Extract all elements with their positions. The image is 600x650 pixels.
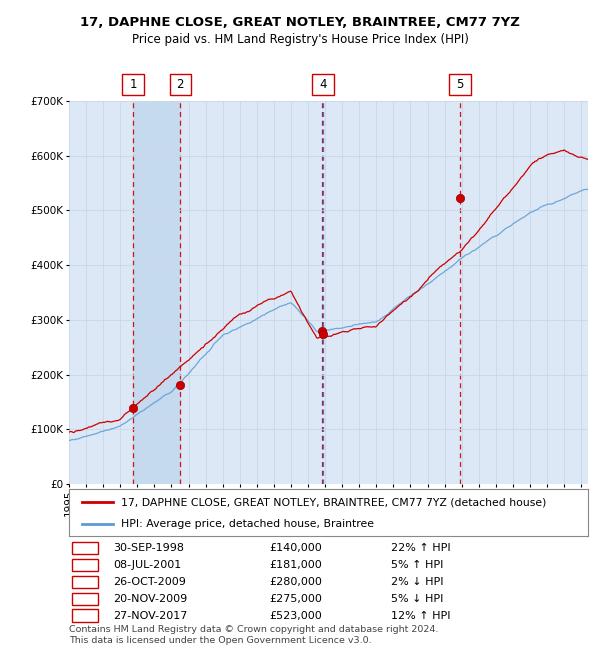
- FancyBboxPatch shape: [71, 593, 98, 605]
- Text: Contains HM Land Registry data © Crown copyright and database right 2024.
This d: Contains HM Land Registry data © Crown c…: [69, 625, 439, 645]
- FancyBboxPatch shape: [71, 610, 98, 621]
- FancyBboxPatch shape: [71, 576, 98, 588]
- Text: 2: 2: [176, 78, 184, 91]
- Text: 20-NOV-2009: 20-NOV-2009: [113, 593, 187, 604]
- Text: 1: 1: [81, 541, 88, 554]
- Text: 12% ↑ HPI: 12% ↑ HPI: [391, 610, 450, 621]
- Text: 5: 5: [81, 609, 88, 622]
- Text: 22% ↑ HPI: 22% ↑ HPI: [391, 543, 451, 553]
- Text: £181,000: £181,000: [269, 560, 322, 570]
- Text: 17, DAPHNE CLOSE, GREAT NOTLEY, BRAINTREE, CM77 7YZ (detached house): 17, DAPHNE CLOSE, GREAT NOTLEY, BRAINTRE…: [121, 497, 546, 507]
- Text: 1: 1: [129, 78, 137, 91]
- Text: £280,000: £280,000: [269, 577, 322, 587]
- Text: 4: 4: [81, 592, 88, 605]
- Bar: [133, 101, 181, 484]
- Text: 3: 3: [81, 575, 88, 588]
- Text: HPI: Average price, detached house, Braintree: HPI: Average price, detached house, Brai…: [121, 519, 374, 529]
- FancyBboxPatch shape: [71, 559, 98, 571]
- Text: 5% ↓ HPI: 5% ↓ HPI: [391, 593, 443, 604]
- Text: 5% ↑ HPI: 5% ↑ HPI: [391, 560, 443, 570]
- Text: 4: 4: [319, 78, 327, 91]
- Text: £275,000: £275,000: [269, 593, 322, 604]
- Text: 30-SEP-1998: 30-SEP-1998: [113, 543, 184, 553]
- Text: 5: 5: [456, 78, 464, 91]
- Text: 27-NOV-2017: 27-NOV-2017: [113, 610, 187, 621]
- Text: £140,000: £140,000: [269, 543, 322, 553]
- Text: £523,000: £523,000: [269, 610, 322, 621]
- Text: 26-OCT-2009: 26-OCT-2009: [113, 577, 186, 587]
- Text: 2: 2: [81, 558, 88, 571]
- Text: Price paid vs. HM Land Registry's House Price Index (HPI): Price paid vs. HM Land Registry's House …: [131, 32, 469, 46]
- Text: 2% ↓ HPI: 2% ↓ HPI: [391, 577, 443, 587]
- FancyBboxPatch shape: [71, 542, 98, 554]
- Text: 08-JUL-2001: 08-JUL-2001: [113, 560, 181, 570]
- Text: 17, DAPHNE CLOSE, GREAT NOTLEY, BRAINTREE, CM77 7YZ: 17, DAPHNE CLOSE, GREAT NOTLEY, BRAINTRE…: [80, 16, 520, 29]
